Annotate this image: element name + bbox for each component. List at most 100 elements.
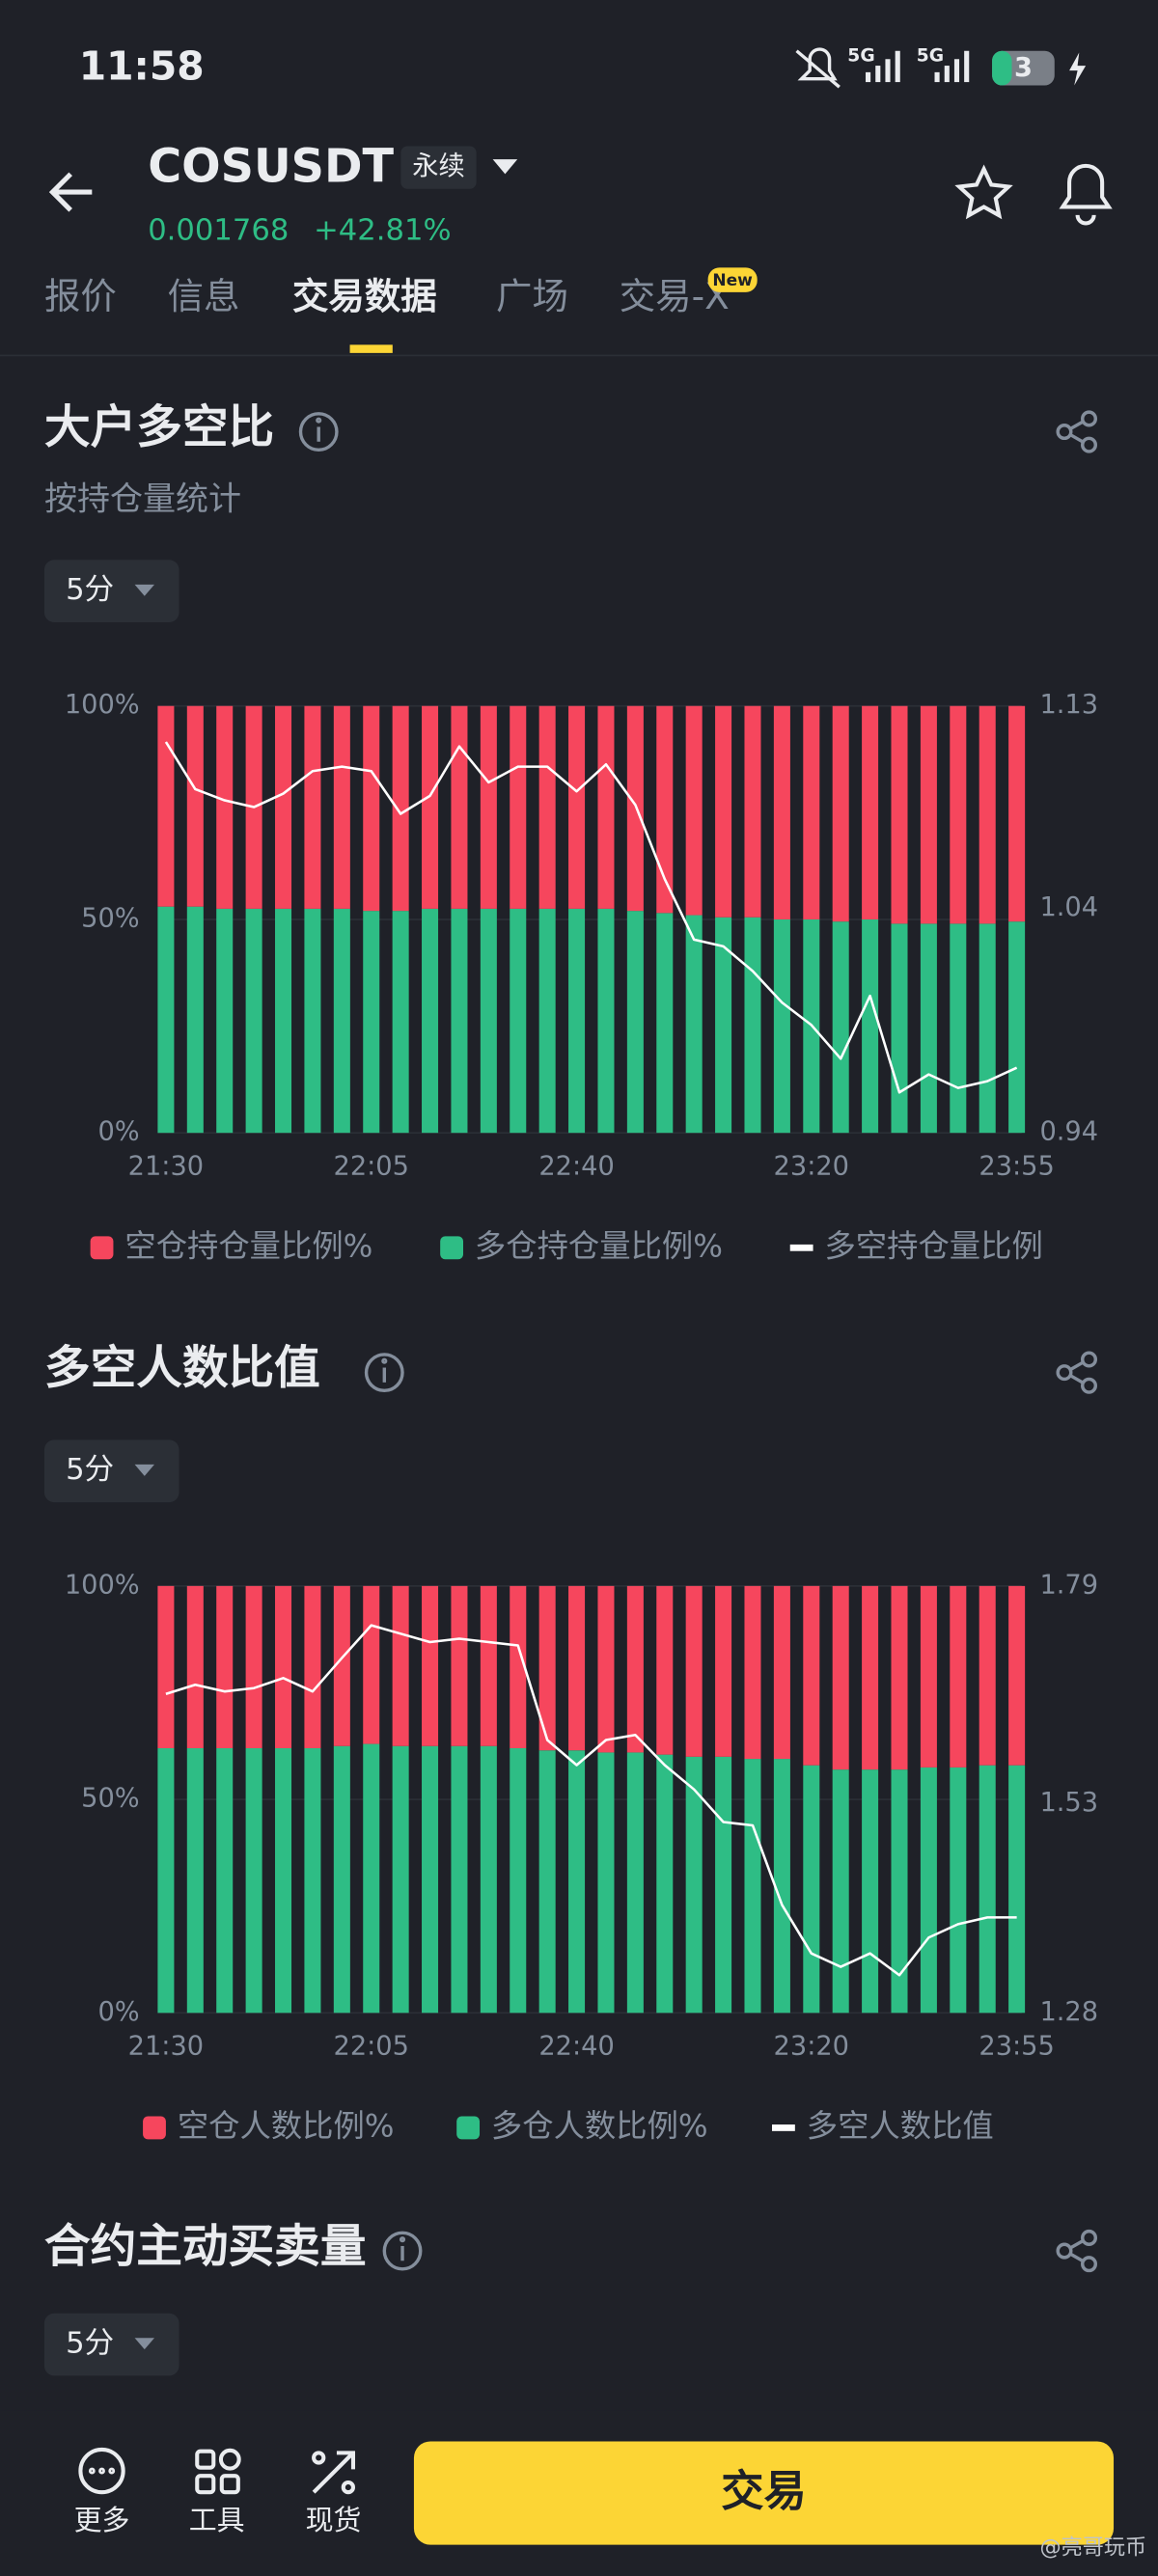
- interval-button[interactable]: [43, 2313, 179, 2376]
- tab[interactable]: 广场: [496, 275, 568, 317]
- bar-segment: [832, 921, 849, 1134]
- legend-marker: [90, 1236, 114, 1260]
- bar-segment: [538, 1750, 556, 2014]
- x-tick-label: 22:40: [538, 2032, 614, 2062]
- symbol-dropdown[interactable]: [492, 159, 518, 175]
- back-button[interactable]: [48, 172, 93, 212]
- battery-level: [992, 50, 1012, 86]
- bar-segment: [626, 1752, 644, 2014]
- legend-marker: [440, 1236, 463, 1260]
- legend-label: 多仓持仓量比例%: [475, 1227, 723, 1264]
- share-icon[interactable]: [1056, 1351, 1098, 1394]
- bar-segment: [157, 906, 175, 1134]
- bar-segment: [538, 908, 556, 1134]
- bottom-button-label[interactable]: 工具: [189, 2504, 245, 2536]
- bar-segment: [480, 908, 497, 1134]
- bar-segment: [568, 1750, 586, 2014]
- tab-active[interactable]: 交易数据: [292, 275, 437, 317]
- x-tick-label: 23:20: [774, 1151, 849, 1181]
- trade-button[interactable]: [413, 2441, 1115, 2545]
- bar-segment: [773, 1759, 790, 2014]
- favorite-button[interactable]: [954, 164, 1013, 220]
- section-title: 合约主动买卖量: [44, 2220, 367, 2273]
- y2-tick-label: 1.79: [1039, 1570, 1098, 1600]
- bar-segment: [832, 1585, 849, 1770]
- bar-segment: [568, 1585, 586, 1751]
- network-label: 5G: [917, 45, 944, 66]
- interval-button[interactable]: [43, 560, 179, 622]
- bar-segment: [510, 705, 527, 909]
- bar-segment: [333, 1745, 350, 2014]
- price: 0.001768: [148, 213, 289, 247]
- bar-segment: [597, 1752, 615, 2014]
- bar-segment: [363, 1743, 380, 2014]
- interval-dropdown: [134, 584, 154, 596]
- bar-segment: [1008, 1765, 1026, 2014]
- bar-segment: [186, 1747, 204, 2014]
- bar-segment: [626, 705, 644, 912]
- bar-segment: [656, 705, 674, 914]
- bar-segment: [304, 1585, 321, 1748]
- ratio-line: [164, 741, 1018, 1094]
- bar-segment: [538, 705, 556, 909]
- status-time: 11:58: [79, 42, 205, 89]
- bar-segment: [597, 705, 615, 909]
- bar-segment: [715, 705, 732, 918]
- legend-label: 多仓人数比例%: [491, 2107, 708, 2144]
- bar-segment: [157, 1747, 175, 2014]
- bar-segment: [304, 705, 321, 909]
- share-icon[interactable]: [1056, 2229, 1098, 2273]
- x-tick-label: 23:55: [979, 2032, 1054, 2062]
- bar-segment: [422, 705, 439, 909]
- bar-segment: [656, 1754, 674, 2014]
- new-badge-text: New: [712, 271, 753, 290]
- bar-segment: [979, 1765, 996, 2014]
- bar-segment: [451, 908, 468, 1134]
- bar-segment: [275, 705, 292, 909]
- legend-label: 多空人数比值: [807, 2107, 994, 2144]
- bar-segment: [216, 908, 234, 1134]
- bar-segment: [275, 1585, 292, 1748]
- interval-button[interactable]: [43, 1439, 179, 1503]
- y-tick-label: 50%: [81, 903, 140, 933]
- bottom-button-label[interactable]: 现货: [306, 2504, 362, 2536]
- bar-segment: [832, 1769, 849, 2014]
- bar-segment: [186, 906, 204, 1134]
- symbol: COSUSDT: [148, 140, 394, 193]
- section-title: 多空人数比值: [44, 1342, 320, 1395]
- section-title: 大户多空比: [44, 401, 274, 454]
- spot-icon[interactable]: [312, 2451, 355, 2495]
- interval-label: 5分: [66, 2327, 114, 2361]
- bar-segment: [803, 1585, 820, 1766]
- info-icon[interactable]: [298, 412, 339, 452]
- bar-segment: [245, 1747, 262, 2014]
- bar-segment: [803, 1765, 820, 2014]
- bar-segment: [157, 705, 175, 907]
- share-icon[interactable]: [1056, 410, 1098, 453]
- info-icon[interactable]: [382, 2231, 423, 2271]
- tab[interactable]: 信息: [168, 275, 240, 317]
- legend-label: 空仓人数比例%: [178, 2107, 395, 2144]
- trade-button-label[interactable]: 交易: [721, 2467, 807, 2516]
- bar-segment: [891, 923, 908, 1134]
- tab[interactable]: 报价: [44, 275, 117, 317]
- bottom-button-label[interactable]: 更多: [74, 2504, 130, 2536]
- bar-segment: [803, 705, 820, 919]
- x-tick-label: 21:30: [128, 2032, 204, 2062]
- x-tick-label: 22:05: [334, 1151, 409, 1181]
- tools-icon[interactable]: [195, 2448, 241, 2495]
- bar-segment: [275, 908, 292, 1134]
- info-icon[interactable]: [364, 1353, 404, 1393]
- bar-segment: [950, 923, 967, 1134]
- bar-segment: [920, 923, 937, 1134]
- bar-segment: [538, 1585, 556, 1751]
- bar-segment: [1008, 705, 1026, 922]
- legend-marker: [772, 2124, 795, 2131]
- contract-badge: [400, 146, 477, 189]
- bar-segment: [920, 1585, 937, 1768]
- y-tick-label: 50%: [81, 1784, 140, 1814]
- alert-button[interactable]: [1059, 163, 1113, 226]
- bar-segment: [891, 705, 908, 924]
- more-icon[interactable]: [78, 2447, 125, 2495]
